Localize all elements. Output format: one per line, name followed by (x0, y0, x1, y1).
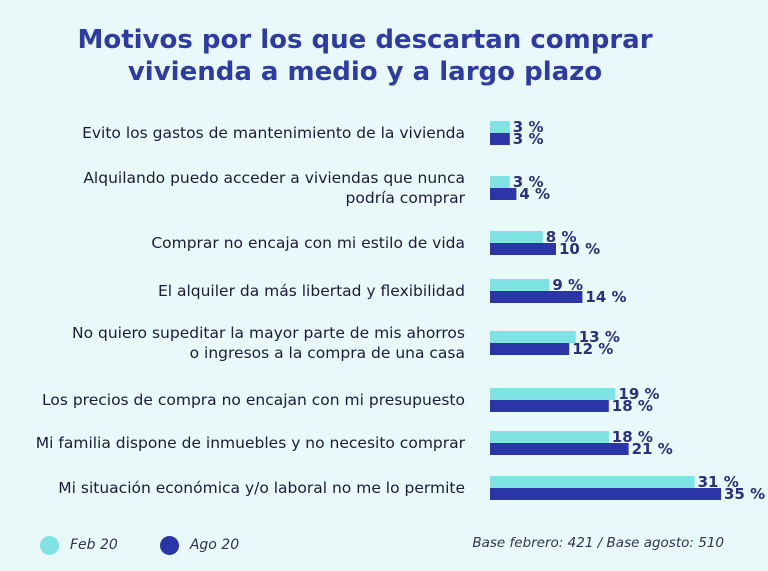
bar-feb (490, 279, 550, 291)
category-label: Mi familia dispone de inmuebles y no nec… (36, 434, 466, 452)
category-label: o ingresos a la compra de una casa (190, 344, 465, 362)
category-label: Evito los gastos de mantenimiento de la … (82, 124, 465, 142)
value-label-ago: 35 % (724, 485, 765, 503)
value-label-feb: 31 % (698, 473, 739, 491)
bar-ago (490, 188, 517, 200)
bar-feb (490, 121, 510, 133)
bar-ago (490, 243, 556, 255)
bar-ago (490, 443, 629, 455)
bar-ago (490, 291, 583, 303)
sample-base-note: Base febrero: 421 / Base agosto: 510 (472, 535, 724, 551)
legend-item-ago: Ago 20 (159, 535, 240, 555)
chart-title-line-1: Motivos por los que descartan comprar (77, 25, 653, 55)
value-label-ago: 3 % (513, 130, 544, 148)
value-label-feb: 3 % (513, 118, 544, 136)
value-label-feb: 9 % (552, 276, 583, 294)
bar-ago (490, 400, 609, 412)
legend: Feb 20 Ago 20 (40, 534, 281, 556)
value-label-ago: 4 % (519, 185, 550, 203)
chart-title: Motivos por los que descartan comprar vi… (0, 24, 730, 88)
value-label-ago: 14 % (585, 288, 626, 306)
bar-feb (490, 331, 576, 343)
value-label-feb: 13 % (579, 328, 620, 346)
legend-label-ago: Ago 20 (189, 537, 240, 553)
chart-title-line-2: vivienda a medio y a largo plazo (127, 57, 603, 87)
value-label-feb: 3 % (513, 173, 544, 191)
category-label: Los precios de compra no encajan con mi … (42, 391, 465, 409)
legend-item-feb: Feb 20 (40, 535, 118, 555)
bar-ago (490, 343, 570, 355)
value-label-feb: 8 % (546, 228, 577, 246)
bar-feb (490, 431, 609, 443)
bar-feb (490, 388, 616, 400)
value-label-ago: 18 % (612, 397, 653, 415)
value-label-feb: 19 % (618, 385, 659, 403)
value-label-feb: 18 % (612, 428, 653, 446)
bar-chart: Evito los gastos de mantenimiento de la … (36, 118, 765, 503)
legend-swatch-feb (40, 535, 59, 555)
value-label-ago: 12 % (572, 340, 613, 358)
bar-ago (490, 488, 721, 500)
legend-swatch-ago (159, 535, 179, 555)
category-label: El alquiler da más libertad y flexibilid… (158, 282, 465, 300)
category-label: podría comprar (346, 189, 466, 207)
category-label: No quiero supeditar la mayor parte de mi… (72, 324, 465, 342)
bar-feb (490, 176, 510, 188)
bar-feb (490, 476, 695, 488)
value-label-ago: 10 % (559, 240, 600, 258)
value-label-ago: 21 % (632, 440, 673, 458)
bar-feb (490, 231, 543, 243)
bar-ago (490, 133, 510, 145)
category-label: Comprar no encaja con mi estilo de vida (151, 234, 465, 252)
category-label: Mi situación económica y/o laboral no me… (58, 479, 465, 497)
legend-label-feb: Feb 20 (70, 537, 118, 553)
category-label: Alquilando puedo acceder a viviendas que… (83, 169, 465, 187)
